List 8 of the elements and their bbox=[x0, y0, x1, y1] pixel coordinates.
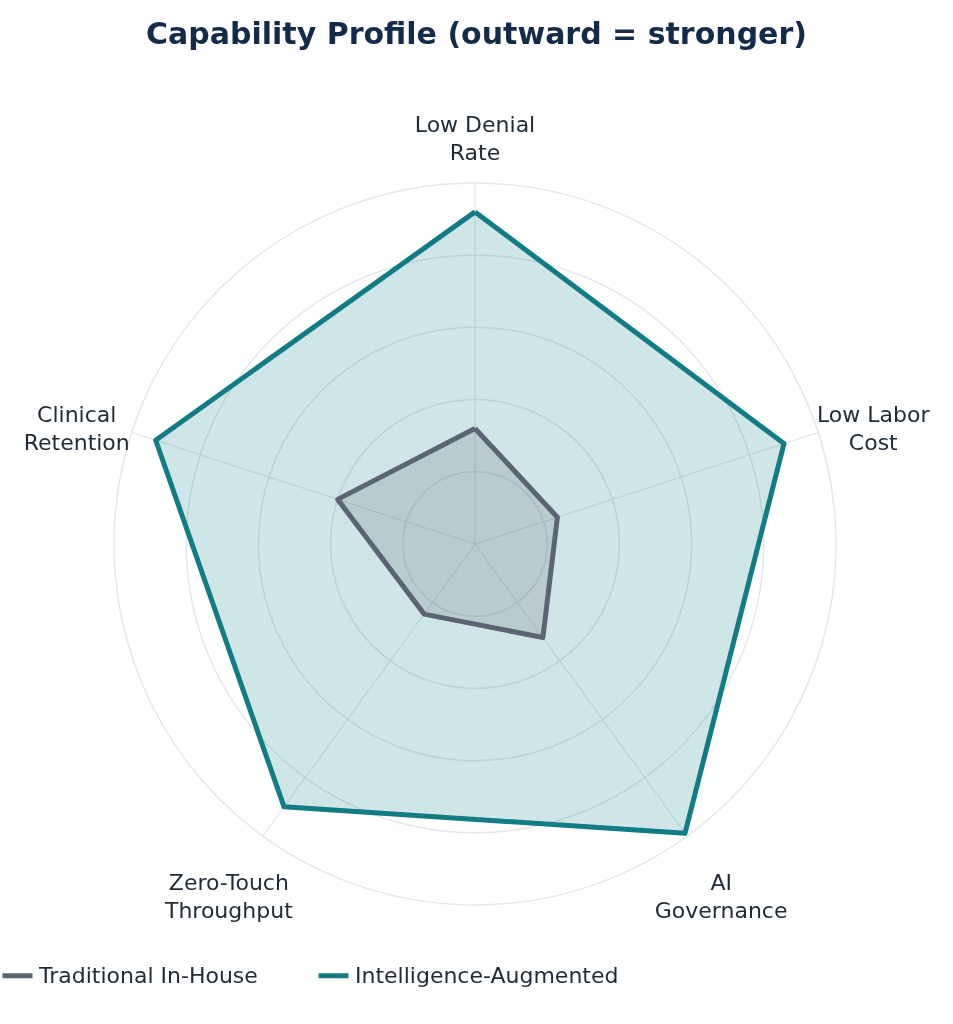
spoke-label: AI Governance bbox=[654, 869, 788, 923]
spoke-label: Zero-Touch Throughput bbox=[163, 869, 294, 923]
legend-label: Traditional In-House bbox=[38, 962, 258, 988]
chart-title: Capability Profile (outward = stronger) bbox=[146, 16, 807, 51]
spoke-label: Clinical Retention bbox=[23, 401, 130, 455]
legend-label: Intelligence-Augmented bbox=[355, 962, 619, 988]
spoke-label: Low Denial Rate bbox=[414, 112, 536, 166]
spoke-label: Low Labor Cost bbox=[817, 401, 931, 455]
